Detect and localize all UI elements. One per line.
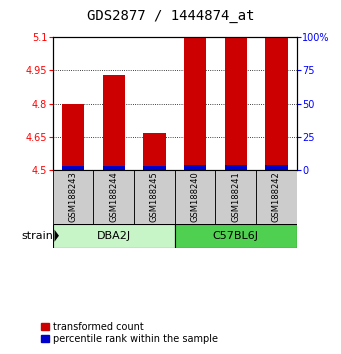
- Text: GSM188241: GSM188241: [231, 172, 240, 222]
- Text: strain: strain: [22, 231, 54, 241]
- Bar: [256, 170, 297, 224]
- Bar: [93, 170, 134, 224]
- Bar: [224, 165, 247, 170]
- Bar: [143, 166, 166, 170]
- Bar: [184, 37, 206, 170]
- Bar: [175, 224, 297, 248]
- Bar: [53, 170, 93, 224]
- Bar: [216, 170, 256, 224]
- Bar: [175, 170, 216, 224]
- Bar: [265, 165, 287, 170]
- Bar: [103, 75, 125, 170]
- Bar: [134, 170, 175, 224]
- Legend: transformed count, percentile rank within the sample: transformed count, percentile rank withi…: [39, 320, 220, 346]
- Text: GSM188243: GSM188243: [69, 172, 78, 222]
- Text: GSM188240: GSM188240: [191, 172, 199, 222]
- Bar: [62, 104, 84, 170]
- Bar: [103, 166, 125, 170]
- Text: C57BL6J: C57BL6J: [213, 231, 259, 241]
- Bar: [143, 133, 166, 170]
- Text: GDS2877 / 1444874_at: GDS2877 / 1444874_at: [87, 9, 254, 23]
- Bar: [184, 165, 206, 170]
- Text: GSM188244: GSM188244: [109, 172, 118, 222]
- Bar: [62, 166, 84, 170]
- Bar: [53, 224, 175, 248]
- Text: GSM188245: GSM188245: [150, 172, 159, 222]
- Text: DBA2J: DBA2J: [97, 231, 131, 241]
- Text: GSM188242: GSM188242: [272, 172, 281, 222]
- Polygon shape: [55, 230, 59, 242]
- Bar: [265, 37, 287, 170]
- Bar: [224, 37, 247, 170]
